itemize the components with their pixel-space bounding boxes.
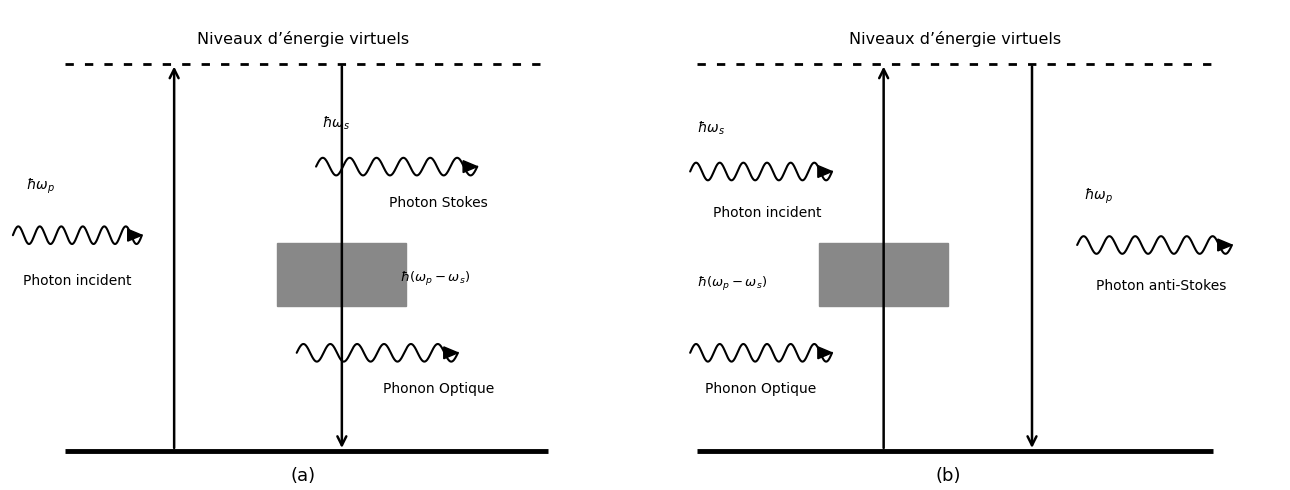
Text: $\hbar(\omega_p - \omega_s)$: $\hbar(\omega_p - \omega_s)$ [697,275,766,293]
Text: Phonon Optique: Phonon Optique [383,382,494,396]
Text: $\hbar(\omega_p - \omega_s)$: $\hbar(\omega_p - \omega_s)$ [400,270,470,288]
Text: $\hbar\omega_s$: $\hbar\omega_s$ [322,115,351,132]
Text: Phonon Optique: Phonon Optique [706,382,817,396]
Polygon shape [128,229,142,241]
Text: (a): (a) [290,467,316,485]
Text: $\hbar\omega_p$: $\hbar\omega_p$ [1084,187,1112,206]
Text: Photon incident: Photon incident [23,274,132,289]
Polygon shape [818,166,832,177]
Polygon shape [818,347,832,359]
Text: Niveaux d’énergie virtuels: Niveaux d’énergie virtuels [849,30,1060,47]
Polygon shape [1218,239,1232,251]
Bar [277,243,406,306]
Bar [819,243,948,306]
Text: Photon Stokes: Photon Stokes [390,196,488,210]
Text: $\hbar\omega_p$: $\hbar\omega_p$ [26,177,54,196]
Text: Photon anti-Stokes: Photon anti-Stokes [1095,279,1227,294]
Text: Niveaux d’énergie virtuels: Niveaux d’énergie virtuels [197,30,409,47]
Polygon shape [463,161,477,172]
Text: (b): (b) [935,467,961,485]
Polygon shape [444,347,458,359]
Text: $\hbar\omega_s$: $\hbar\omega_s$ [697,120,725,137]
Text: Photon incident: Photon incident [713,206,822,220]
